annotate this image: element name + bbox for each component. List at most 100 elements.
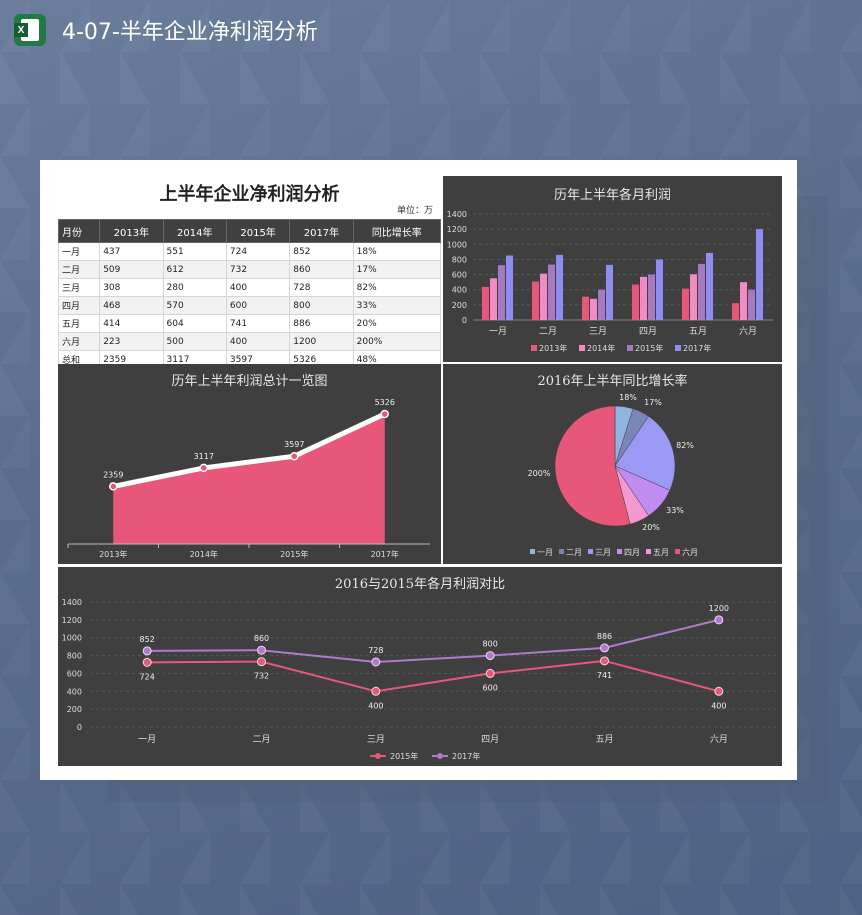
bar xyxy=(548,264,555,320)
y-tick-label: 600 xyxy=(452,271,467,280)
line-chart-panel: 2016与2015年各月利润对比 0 200 400 600 800 1000 1200 14… xyxy=(58,567,782,766)
table-header-cell: 同比增长率 xyxy=(352,219,442,243)
bar xyxy=(632,284,639,320)
window-title: 4-07-半年企业净利润分析 xyxy=(62,20,318,45)
bar-chart: 0 200 400 600 800 1000 1200 1400 一月 二月 三月 四月 五月 六月 201… xyxy=(447,210,773,353)
legend-label: 2015年 xyxy=(635,343,663,353)
legend-label: 2017年 xyxy=(452,751,480,761)
area-point xyxy=(380,409,389,419)
data-label: 860 xyxy=(254,634,269,643)
data-label: 741 xyxy=(597,671,612,680)
bar xyxy=(582,296,589,320)
table-cell: 860 xyxy=(289,260,354,279)
x-tick-label: 三月 xyxy=(589,326,607,337)
legend-label: 2014年 xyxy=(587,343,615,353)
excel-icon[interactable]: X xyxy=(14,14,46,46)
table-cell: 20% xyxy=(352,314,442,333)
area-point xyxy=(290,451,299,461)
bar xyxy=(506,255,513,320)
table-header-row: 月份 2013年 2014年 2015年 2017年 同比增长率 xyxy=(57,219,442,243)
data-label: 200% xyxy=(528,469,551,478)
bar xyxy=(640,276,647,320)
table-row: 四月 468 570 600 800 33% xyxy=(57,296,442,315)
legend-swatch xyxy=(617,549,622,554)
data-label: 852 xyxy=(140,635,155,644)
bar xyxy=(590,298,597,320)
y-tick-label: 400 xyxy=(67,687,82,696)
y-tick-label: 600 xyxy=(67,669,82,678)
legend-label: 四月 xyxy=(624,548,640,557)
y-tick-label: 1000 xyxy=(447,240,467,249)
legend-label: 三月 xyxy=(595,548,611,557)
table-cell: 一月 xyxy=(57,242,101,261)
bar xyxy=(490,278,497,320)
bar xyxy=(482,286,489,320)
data-label: 18% xyxy=(619,393,637,402)
legend-label: 二月 xyxy=(566,548,582,557)
data-point xyxy=(600,643,609,653)
series-line xyxy=(147,659,720,693)
pie-slice xyxy=(554,405,631,527)
table-cell: 741 xyxy=(225,314,291,333)
table-header-cell: 2014年 xyxy=(162,219,227,243)
table-cell: 414 xyxy=(99,314,164,333)
y-tick-label: 200 xyxy=(452,301,467,310)
x-tick-label: 四月 xyxy=(639,326,657,337)
bar-chart-panel: 历年上半年各月利润 0 200 400 600 800 1000 1200 1400 一月 二月 三… xyxy=(443,176,782,362)
table-cell: 18% xyxy=(352,242,442,261)
data-point xyxy=(714,686,724,696)
data-label: 400 xyxy=(711,701,726,710)
data-label: 732 xyxy=(254,672,269,681)
legend-label: 2013年 xyxy=(539,343,567,353)
data-label: 17% xyxy=(644,398,662,407)
data-point xyxy=(371,657,381,667)
legend-swatch xyxy=(559,549,564,554)
table-cell: 四月 xyxy=(57,296,101,315)
table-header-cell: 月份 xyxy=(57,219,101,243)
area-chart: 2359 3117 3597 5326 2013年 2014年 2015年 2017年 xyxy=(67,398,430,559)
x-tick-label: 一月 xyxy=(138,734,156,745)
legend-swatch xyxy=(579,345,585,351)
data-point xyxy=(600,656,609,666)
data-label: 886 xyxy=(597,632,612,641)
table-header-cell: 2013年 xyxy=(99,219,164,243)
data-label: 728 xyxy=(368,646,383,655)
table-row: 一月 437 551 724 852 18% xyxy=(57,242,442,261)
x-tick-label: 2014年 xyxy=(190,549,218,559)
data-point xyxy=(142,657,152,667)
table-cell: 33% xyxy=(352,296,442,315)
bar xyxy=(748,289,755,320)
table-cell: 400 xyxy=(225,332,291,351)
line-chart: 0 200 400 600 800 1000 1200 1400 一月 二月 三月 四月 五月 六月 724… xyxy=(62,598,776,761)
data-point xyxy=(142,646,152,656)
table-header-cell: 2015年 xyxy=(225,219,291,243)
area-point xyxy=(109,482,118,491)
x-tick-label: 2013年 xyxy=(99,549,127,559)
data-label: 800 xyxy=(483,640,498,649)
y-tick-label: 1400 xyxy=(447,210,467,219)
x-tick-label: 四月 xyxy=(481,734,499,745)
data-label: 2359 xyxy=(103,470,123,479)
bar xyxy=(690,274,697,320)
legend-swatch xyxy=(646,549,651,554)
table-cell: 724 xyxy=(225,242,291,261)
table-cell: 223 xyxy=(99,332,164,351)
x-tick-label: 六月 xyxy=(739,325,757,337)
profit-table-panel: 上半年企业净利润分析 单位：万 月份 2013年 2014年 2015年 2017年 同比… xyxy=(57,176,442,369)
y-tick-label: 800 xyxy=(67,652,82,661)
area-chart-title: 历年上半年利润总计一览图 xyxy=(171,374,328,389)
bar xyxy=(606,264,613,320)
y-tick-label: 1400 xyxy=(62,598,82,607)
bar xyxy=(706,252,713,320)
x-tick-label: 五月 xyxy=(689,326,707,337)
data-label: 5326 xyxy=(375,398,395,407)
pie-chart: 18% 17% 82% 33% 20% 200% 一月 二月 三月 四月 五月 六月 xyxy=(528,393,698,557)
table-cell: 509 xyxy=(99,260,164,279)
bar xyxy=(648,274,655,320)
bar xyxy=(598,289,605,320)
bar xyxy=(732,303,739,320)
x-tick-label: 2015年 xyxy=(280,549,308,559)
data-label: 3597 xyxy=(284,440,304,449)
unit-label: 单位：万 xyxy=(396,206,433,216)
table-row: 六月 223 500 400 1200 200% xyxy=(57,332,442,351)
